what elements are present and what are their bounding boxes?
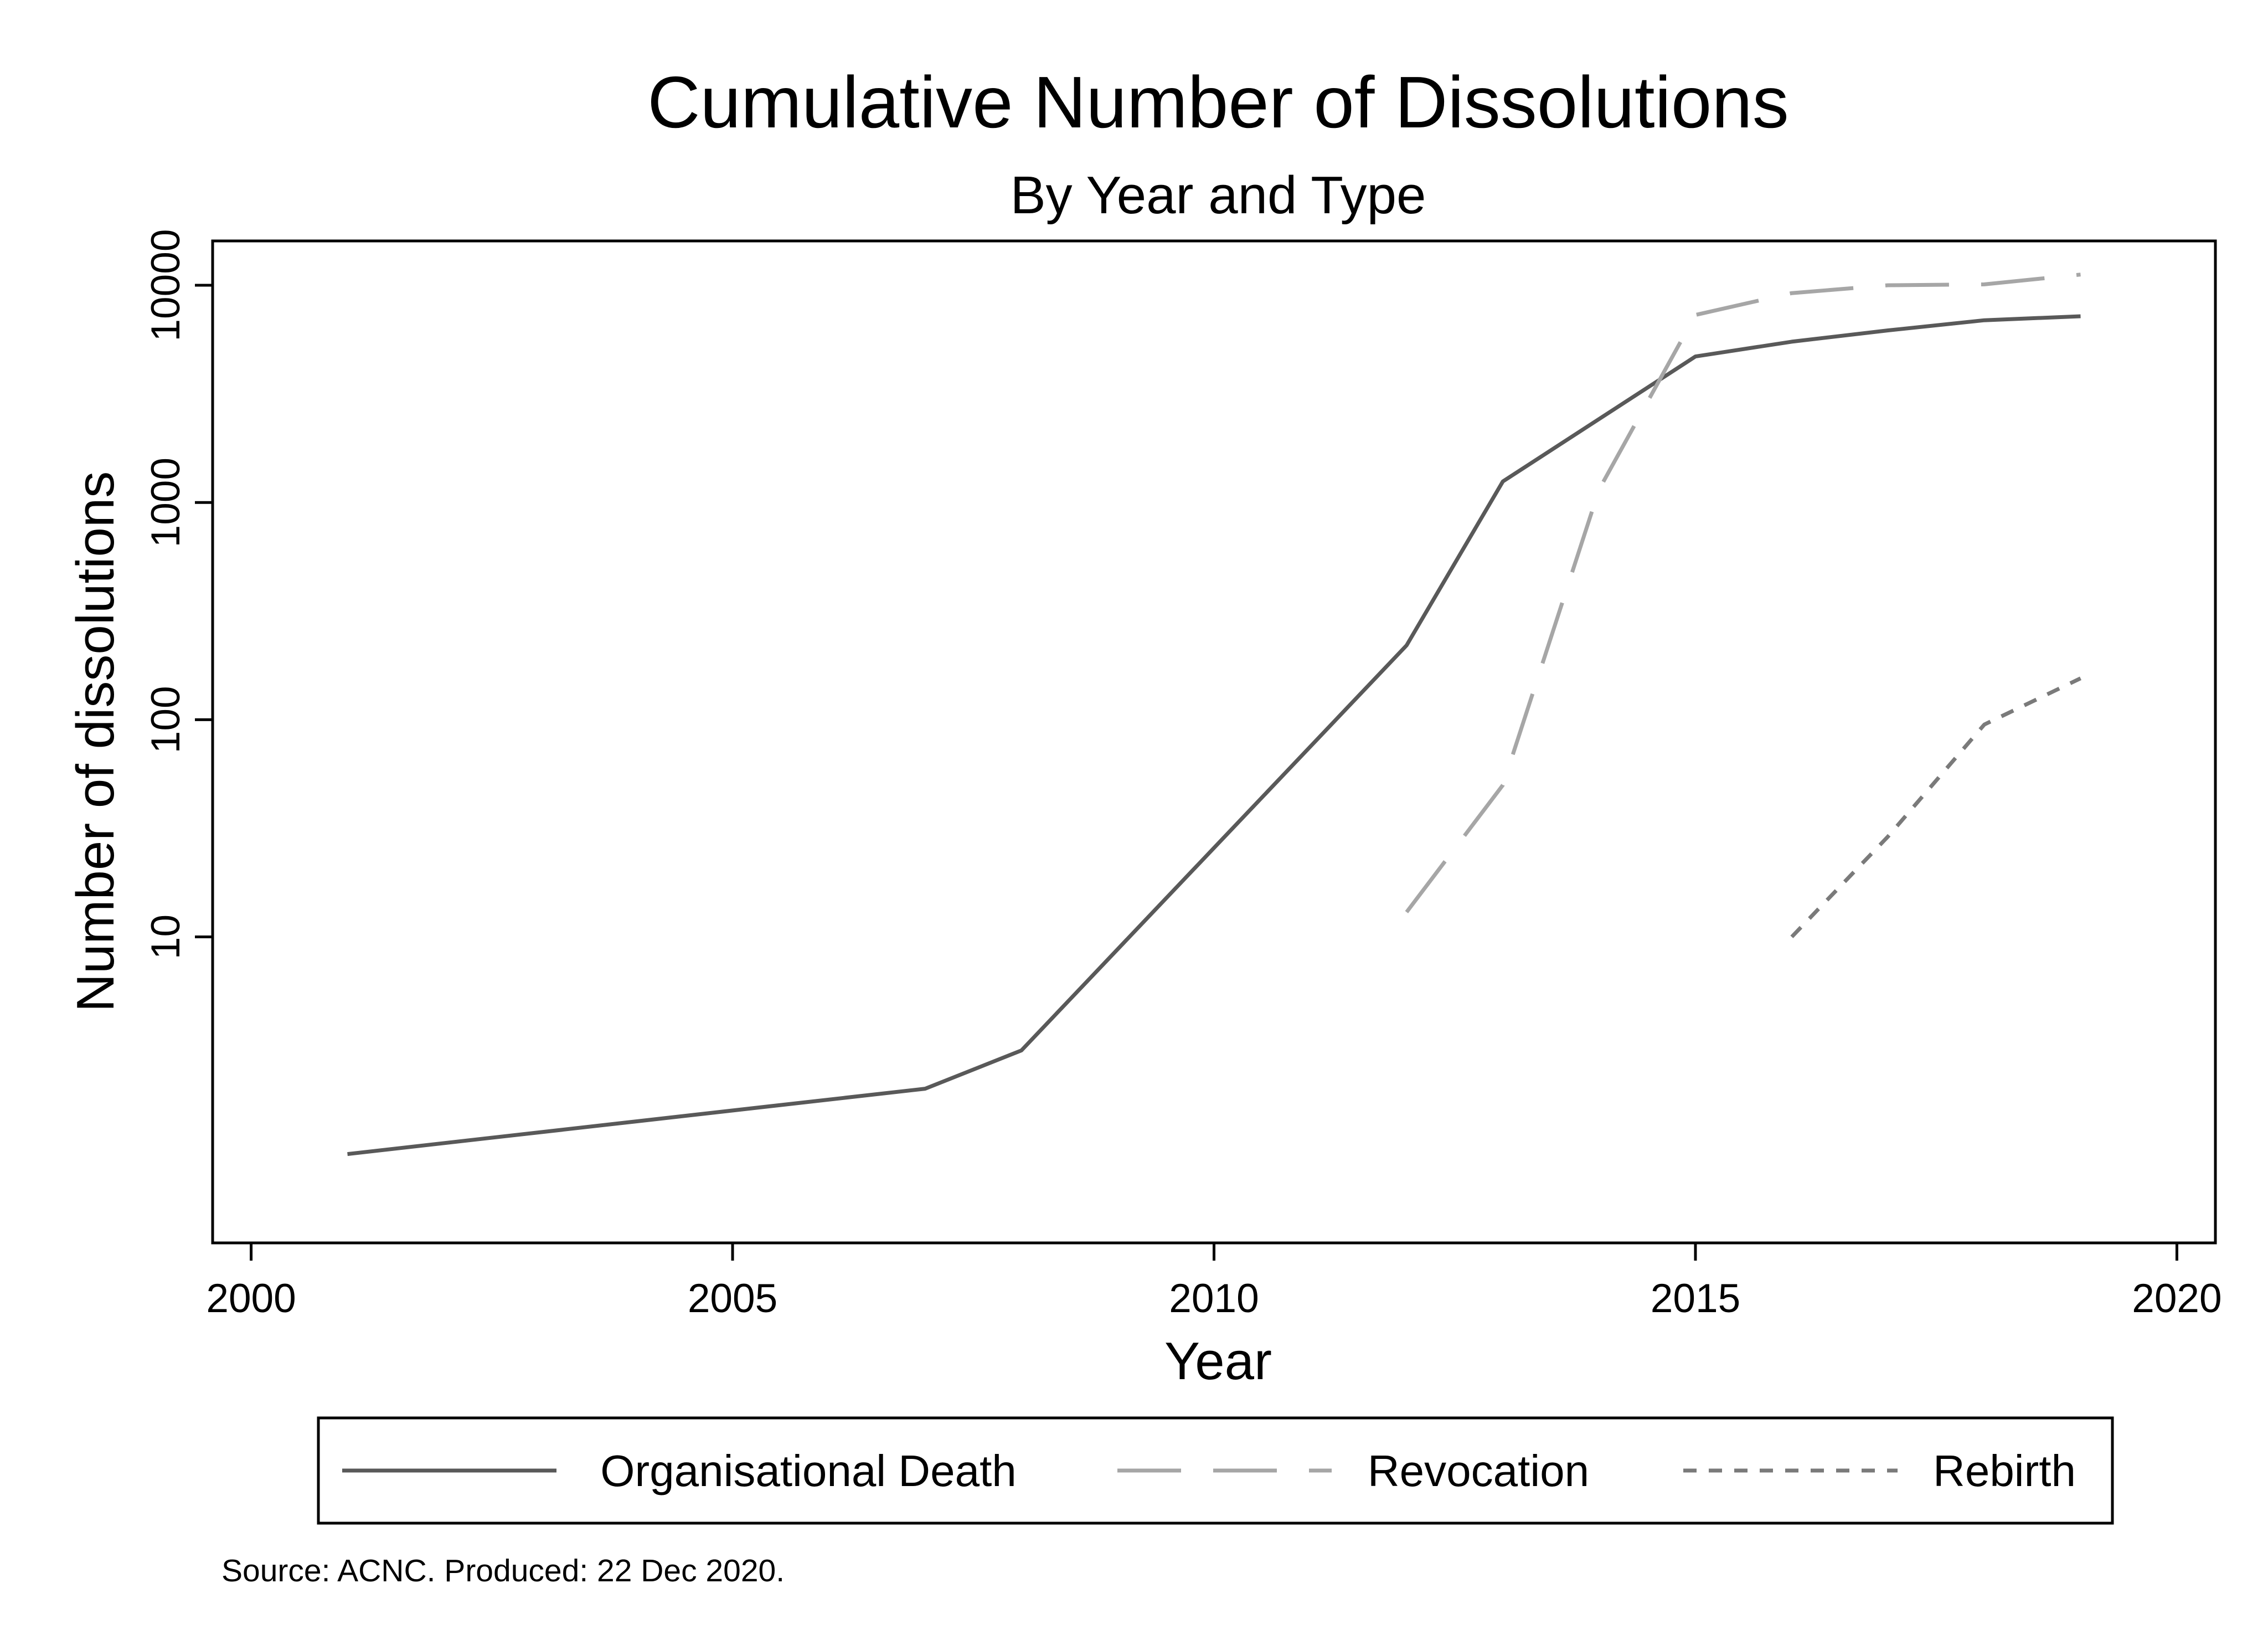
legend: Organisational Death Revocation Rebirth <box>342 1446 2076 1495</box>
legend-label-3: Rebirth <box>1933 1446 2076 1495</box>
x-axis-title: Year <box>1164 1332 1272 1391</box>
y-axis-title: Number of dissolutions <box>66 471 125 1012</box>
series-line-1 <box>347 314 2081 1156</box>
y-tick-label: 1000 <box>143 458 188 547</box>
source-note: Source: ACNC. Produced: 22 Dec 2020. <box>221 1553 785 1589</box>
series-line-3 <box>1790 676 2082 938</box>
plot-area <box>347 273 2082 1156</box>
x-axis: 2000 2005 2010 2015 2020 <box>206 1243 2222 1321</box>
legend-label-2: Revocation <box>1368 1446 1589 1495</box>
chart-subtitle: By Year and Type <box>1011 166 1426 225</box>
x-tick-label: 2015 <box>1651 1276 1740 1321</box>
legend-label-1: Organisational Death <box>600 1446 1017 1495</box>
y-tick-label: 10 <box>143 914 188 959</box>
x-tick-label: 2000 <box>206 1276 296 1321</box>
y-tick-label: 10000 <box>143 229 188 342</box>
y-tick-label: 100 <box>143 686 188 753</box>
series-line-2 <box>1405 273 2081 913</box>
x-tick-label: 2020 <box>2132 1276 2221 1321</box>
chart-title: Cumulative Number of Dissolutions <box>647 61 1788 143</box>
y-axis: 10 100 1000 10000 <box>143 229 213 959</box>
x-tick-label: 2010 <box>1169 1276 1259 1321</box>
x-tick-label: 2005 <box>688 1276 777 1321</box>
